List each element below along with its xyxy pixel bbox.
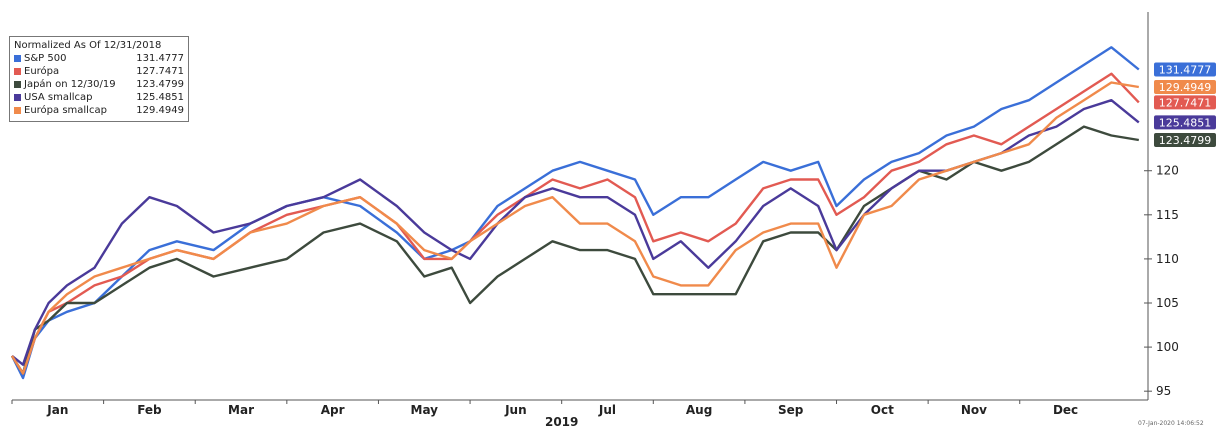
legend-swatch — [14, 107, 21, 114]
end-value-badge: 125.4851 — [1154, 115, 1216, 130]
x-tick-label: Apr — [321, 403, 345, 417]
legend-series-name: Japán on 12/30/19 — [24, 79, 116, 90]
legend-item: Európa 127.7471 — [14, 65, 184, 78]
legend-swatch — [14, 55, 21, 62]
x-tick-label: Jan — [46, 403, 68, 417]
end-value-badge: 129.4949 — [1154, 79, 1216, 94]
legend-item: Japán on 12/30/19 123.4799 — [14, 78, 184, 91]
legend-item: S&P 500 131.4777 — [14, 52, 184, 65]
badge-value: 131.4777 — [1159, 64, 1212, 77]
y-tick-label: 100 — [1156, 340, 1179, 354]
x-tick-label: Aug — [686, 403, 712, 417]
x-tick-label: Sep — [778, 403, 804, 417]
x-tick-label: Mar — [228, 403, 254, 417]
legend-title: Normalized As Of 12/31/2018 — [14, 40, 162, 51]
legend: Normalized As Of 12/31/2018 S&P 500 131.4… — [9, 36, 189, 122]
legend-rows: S&P 500 131.4777 Európa 127.7471 Japán on 12… — [14, 52, 184, 117]
y-tick-label: 110 — [1156, 252, 1179, 266]
legend-swatch — [14, 68, 21, 75]
legend-swatch — [14, 94, 21, 101]
y-tick-label: 115 — [1156, 208, 1179, 222]
legend-item: Európa smallcap 129.4949 — [14, 104, 184, 117]
x-tick-label: Jun — [504, 403, 527, 417]
legend-swatch — [14, 81, 21, 88]
end-value-badge: 131.4777 — [1154, 62, 1216, 77]
x-tick-label: Jul — [598, 403, 616, 417]
badge-bg — [1154, 115, 1216, 130]
legend-series-value: 131.4777 — [136, 53, 184, 64]
x-tick-label: Nov — [961, 403, 987, 417]
x-tick-label: Dec — [1053, 403, 1078, 417]
y-tick-label: 105 — [1156, 296, 1179, 310]
badge-bg — [1154, 79, 1216, 94]
footer-timestamp: 07-Jan-2020 14:06:52 — [1138, 420, 1204, 427]
legend-series-name: Európa — [24, 66, 60, 77]
legend-series-name: Európa smallcap — [24, 105, 107, 116]
badge-bg — [1154, 62, 1216, 77]
badge-value: 125.4851 — [1159, 116, 1212, 129]
end-value-badge: 123.4799 — [1154, 133, 1216, 148]
series-line — [10, 46, 1140, 380]
legend-series-value: 129.4949 — [136, 105, 184, 116]
x-tick-label: Oct — [871, 403, 894, 417]
y-tick-label: 95 — [1156, 384, 1171, 398]
legend-series-name: S&P 500 — [24, 53, 67, 64]
badge-value: 127.7471 — [1159, 96, 1212, 109]
series-line — [11, 98, 1140, 366]
legend-series-name: USA smallcap — [24, 92, 93, 103]
badge-value: 123.4799 — [1159, 134, 1212, 147]
legend-item: USA smallcap 125.4851 — [14, 91, 184, 104]
x-tick-label: Feb — [137, 403, 162, 417]
legend-series-value: 123.4799 — [136, 79, 184, 90]
badge-value: 129.4949 — [1159, 81, 1212, 94]
legend-series-value: 127.7471 — [136, 66, 184, 77]
end-value-badge: 127.7471 — [1154, 95, 1216, 110]
series-line — [10, 81, 1139, 375]
badge-bg — [1154, 133, 1216, 148]
badge-bg — [1154, 95, 1216, 110]
series-line — [10, 125, 1139, 375]
y-tick-label: 120 — [1156, 164, 1179, 178]
legend-series-value: 125.4851 — [136, 92, 184, 103]
x-axis-label: 2019 — [545, 415, 578, 429]
x-tick-label: May — [411, 403, 439, 417]
